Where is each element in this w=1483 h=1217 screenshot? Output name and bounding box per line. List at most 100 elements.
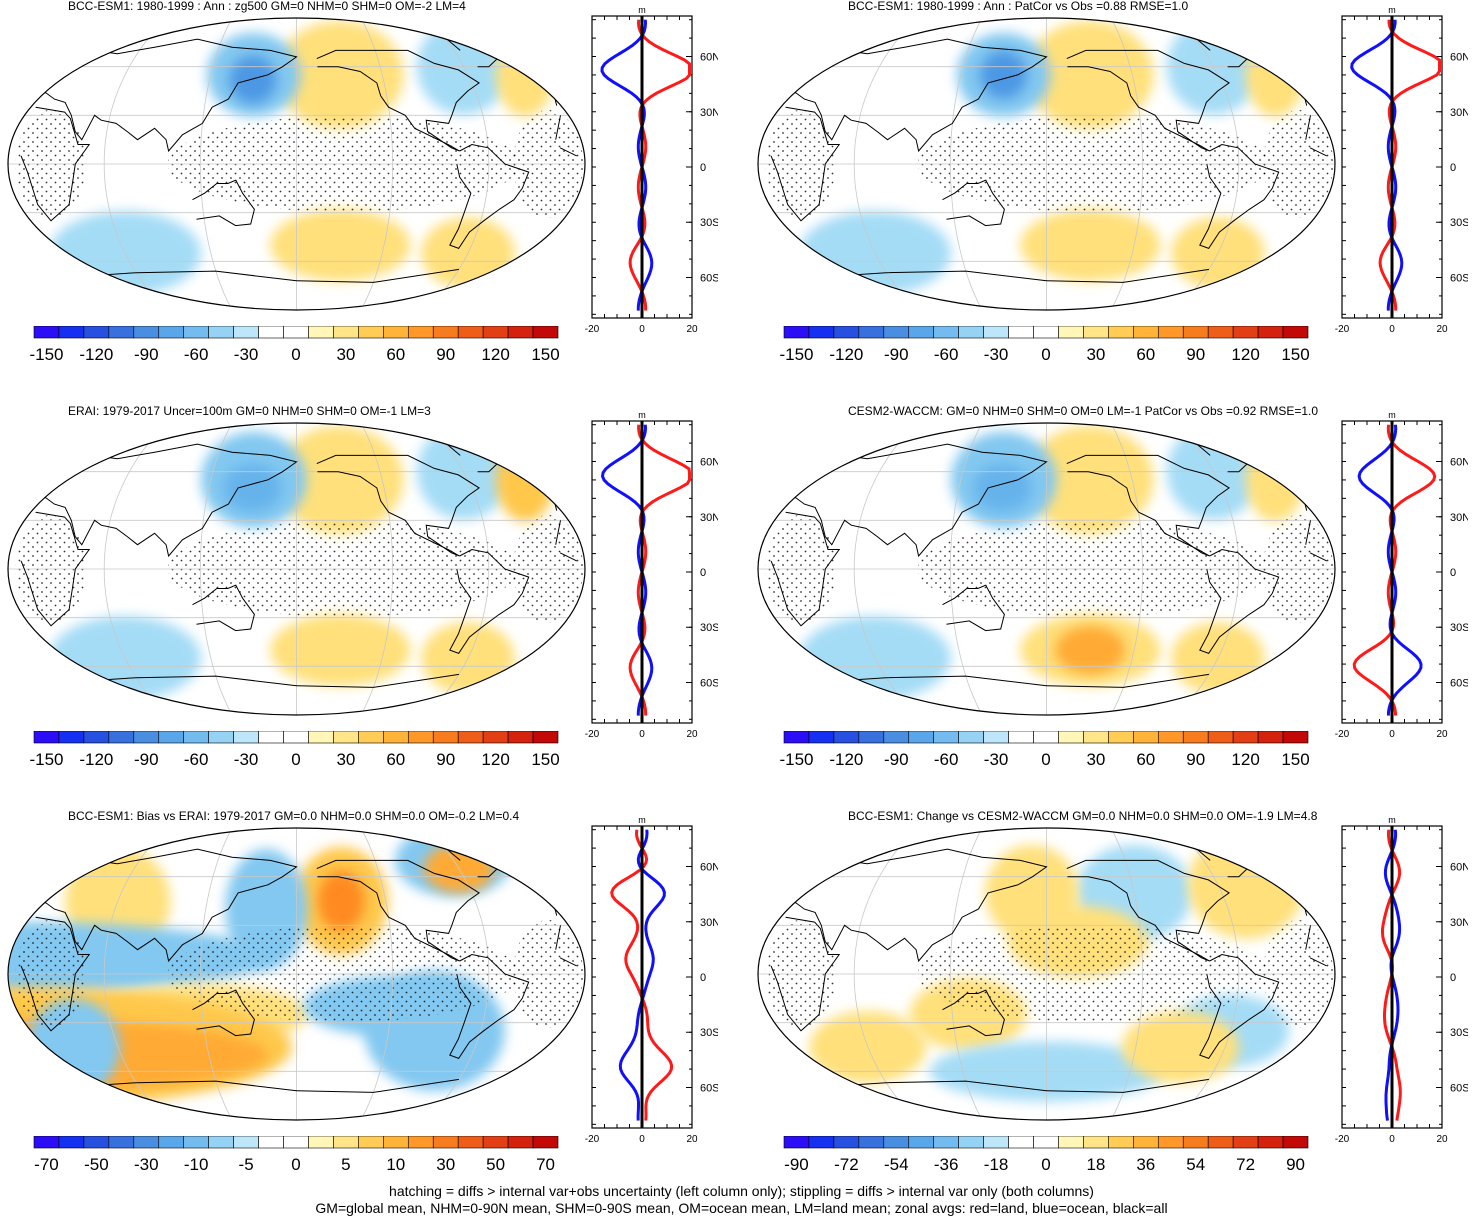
colorbar-swatch (1257, 731, 1284, 744)
colorbar-label: 150 (531, 345, 559, 364)
south-america-coastline (449, 548, 530, 655)
colorbar-swatch (958, 731, 984, 744)
panel-title: CESM2-WACCM: GM=0 NHM=0 SHM=0 OM=0 LM=-1… (848, 404, 1319, 418)
world-map (757, 827, 1336, 1121)
zonal-lat-label: 60N (1450, 457, 1468, 469)
colorbar-label: 90 (1186, 345, 1205, 364)
colorbar-swatch (208, 326, 234, 339)
colorbar-swatch (457, 326, 484, 339)
zonal-x-tick-label: 0 (1389, 1134, 1395, 1145)
panel-title: ERAI: 1979-2017 Uncer=100m GM=0 NHM=0 SH… (68, 404, 431, 418)
colorbar-swatch (1008, 731, 1034, 744)
colorbar-swatch (1282, 731, 1309, 744)
colorbar: -150 -120 -90 -60 -30 0 30 60 90 120 150 (29, 326, 560, 364)
africa-coastline (555, 520, 561, 545)
colorbar-label: -150 (779, 750, 813, 769)
colorbar-label: -72 (834, 1155, 859, 1174)
colorbar-swatch (407, 326, 434, 339)
colorbar-swatch (208, 1136, 234, 1149)
colorbar-label: 30 (336, 750, 355, 769)
africa-coastline (559, 147, 577, 157)
colorbar-label: 30 (1086, 345, 1105, 364)
africa-coastline (1305, 925, 1311, 950)
colorbar-swatch (808, 1136, 835, 1149)
zonal-lat-label: 0 (1450, 567, 1456, 579)
colorbar-label: -90 (134, 345, 159, 364)
colorbar-label: 60 (386, 750, 405, 769)
colorbar-label: 120 (481, 750, 509, 769)
colorbar-label: -120 (79, 345, 113, 364)
colorbar-swatch (783, 1136, 810, 1149)
australia-coastline (192, 179, 255, 227)
anomaly-region (980, 50, 1028, 99)
colorbar-swatch (133, 326, 160, 339)
zonal-lat-label: 60S (700, 1082, 718, 1094)
colorbar-swatch (507, 731, 534, 744)
colorbar-label: 90 (436, 750, 455, 769)
colorbar-swatch (283, 731, 309, 744)
zonal-unit-label: m (638, 410, 646, 420)
zonal-x-tick-label: 20 (686, 729, 698, 740)
colorbar-swatch (1207, 326, 1234, 339)
africa-coastline (559, 552, 577, 562)
colorbar-swatch (933, 731, 959, 744)
zonal-x-tick-label: 0 (1389, 729, 1395, 740)
colorbar-swatch (358, 1136, 384, 1149)
zonal-x-tick-label: -20 (585, 729, 600, 740)
colorbar-label: 0 (1041, 345, 1050, 364)
australia-coastline (942, 584, 1005, 632)
zonal-lat-label: 30N (700, 512, 718, 524)
south-america-coastline (1199, 548, 1280, 655)
colorbar-swatch (1133, 326, 1159, 339)
colorbar-swatch (482, 326, 509, 339)
zonal-lat-label: 60S (1450, 677, 1468, 689)
colorbar-swatch (407, 731, 434, 744)
colorbar: -150 -120 -90 -60 -30 0 30 60 90 120 150 (779, 326, 1310, 364)
colorbar-label: -10 (184, 1155, 209, 1174)
anomaly-region (223, 463, 282, 512)
anomaly-region (317, 871, 365, 931)
colorbar-swatch (983, 1136, 1009, 1149)
colorbar-swatch (258, 326, 284, 339)
colorbar-label: 10 (386, 1155, 405, 1174)
colorbar-swatch (1232, 731, 1259, 744)
colorbar-swatch (308, 731, 334, 744)
colorbar-swatch (133, 731, 160, 744)
anomaly-region (270, 614, 411, 687)
eurasia-coastline (784, 848, 1048, 963)
anomaly-region (1055, 626, 1126, 675)
north-america-coastline (316, 454, 480, 557)
africa-coastline (20, 916, 91, 1032)
zonal-land-curve (628, 19, 691, 311)
colorbar-swatch (933, 326, 959, 339)
colorbar-swatch (58, 731, 85, 744)
colorbar-swatch (333, 731, 359, 744)
zonal-x-tick-label: 0 (639, 729, 645, 740)
zonal-unit-label: m (1388, 5, 1396, 15)
colorbar-label: -150 (29, 345, 63, 364)
colorbar-label: -30 (984, 345, 1009, 364)
zonal-lat-label: 60S (1450, 1082, 1468, 1094)
zonal-lat-label: 60S (700, 677, 718, 689)
colorbar-swatch (208, 731, 234, 744)
zonal-lat-label: 30S (700, 217, 718, 229)
colorbar-label: -50 (84, 1155, 109, 1174)
colorbar-swatch (833, 731, 860, 744)
zonal-lat-label: 0 (1450, 972, 1456, 984)
zonal-lat-label: 0 (700, 162, 706, 174)
zonal-lat-label: 60N (700, 52, 718, 64)
colorbar-swatch (308, 326, 334, 339)
colorbar-swatch (58, 326, 85, 339)
colorbar-swatch (1232, 1136, 1259, 1149)
anomaly-region (229, 55, 277, 104)
zonal-ocean-curve (618, 829, 666, 1121)
zonal-x-tick-label: -20 (1335, 1134, 1350, 1145)
colorbar-label: 60 (1136, 345, 1155, 364)
colorbar-swatch (908, 326, 935, 339)
south-america-coastline (449, 143, 530, 250)
colorbar-swatch (808, 731, 835, 744)
panel-title: BCC-ESM1: Bias vs ERAI: 1979-2017 GM=0.0… (68, 809, 520, 823)
world-map (757, 17, 1336, 311)
colorbar-label: 150 (1281, 750, 1309, 769)
colorbar-label: -150 (779, 345, 813, 364)
